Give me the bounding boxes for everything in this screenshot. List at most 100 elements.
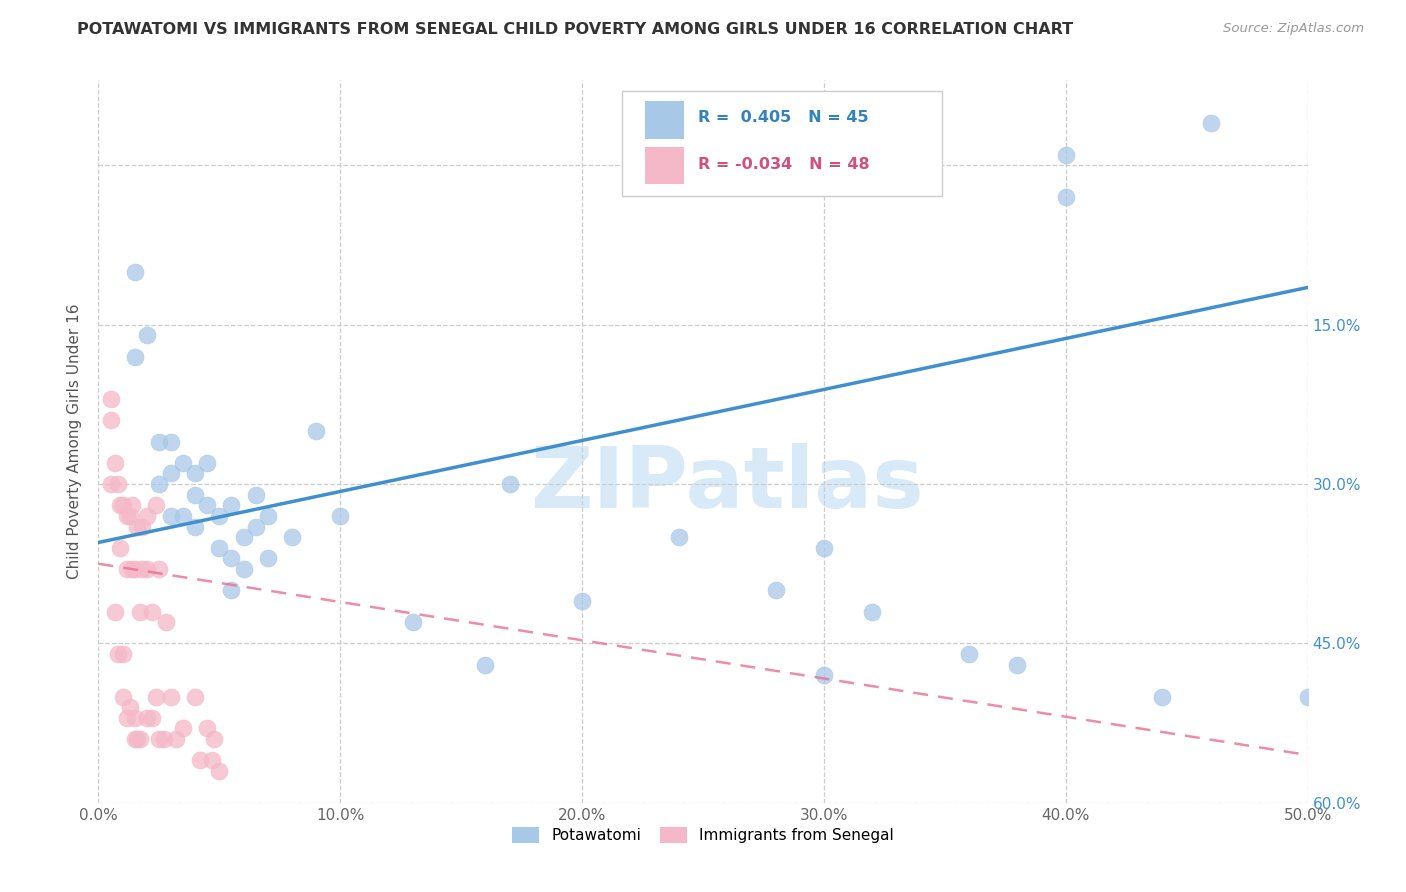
- Point: [172, 456, 194, 470]
- Point: [208, 508, 231, 523]
- Point: [256, 551, 278, 566]
- Point: [165, 732, 187, 747]
- Bar: [645, 147, 683, 185]
- Bar: [645, 101, 683, 138]
- Point: [172, 508, 194, 523]
- Point: [111, 690, 134, 704]
- Point: [160, 690, 183, 704]
- Point: [184, 519, 207, 533]
- Point: [145, 690, 167, 704]
- Point: [201, 753, 224, 767]
- Point: [232, 562, 254, 576]
- FancyBboxPatch shape: [621, 91, 942, 196]
- Point: [813, 541, 835, 555]
- Point: [256, 508, 278, 523]
- Point: [131, 519, 153, 533]
- Point: [117, 508, 139, 523]
- Text: Source: ZipAtlas.com: Source: ZipAtlas.com: [1223, 22, 1364, 36]
- Point: [118, 700, 141, 714]
- Point: [1152, 690, 1174, 704]
- Point: [281, 530, 304, 544]
- Point: [148, 434, 170, 449]
- Point: [1296, 690, 1319, 704]
- Point: [184, 488, 207, 502]
- Point: [108, 541, 131, 555]
- Point: [668, 530, 690, 544]
- Point: [135, 328, 157, 343]
- Point: [107, 647, 129, 661]
- Point: [1199, 116, 1222, 130]
- Point: [245, 488, 267, 502]
- Point: [155, 615, 177, 630]
- Point: [145, 498, 167, 512]
- Point: [108, 498, 131, 512]
- Point: [160, 508, 183, 523]
- Text: R =  0.405   N = 45: R = 0.405 N = 45: [699, 110, 869, 125]
- Point: [221, 498, 243, 512]
- Point: [124, 732, 146, 747]
- Point: [208, 541, 231, 555]
- Point: [208, 764, 231, 778]
- Point: [148, 732, 170, 747]
- Point: [195, 722, 218, 736]
- Point: [1054, 190, 1077, 204]
- Point: [111, 498, 134, 512]
- Point: [402, 615, 425, 630]
- Point: [104, 605, 127, 619]
- Point: [305, 424, 328, 438]
- Legend: Potawatomi, Immigrants from Senegal: Potawatomi, Immigrants from Senegal: [506, 822, 900, 849]
- Point: [204, 732, 226, 747]
- Point: [135, 508, 157, 523]
- Point: [124, 264, 146, 278]
- Point: [184, 690, 207, 704]
- Point: [195, 498, 218, 512]
- Point: [141, 605, 163, 619]
- Point: [121, 562, 143, 576]
- Point: [160, 434, 183, 449]
- Point: [128, 732, 150, 747]
- Point: [100, 413, 122, 427]
- Point: [131, 562, 153, 576]
- Point: [128, 605, 150, 619]
- Y-axis label: Child Poverty Among Girls Under 16: Child Poverty Among Girls Under 16: [67, 304, 83, 579]
- Point: [221, 583, 243, 598]
- Point: [117, 711, 139, 725]
- Point: [100, 392, 122, 406]
- Point: [188, 753, 211, 767]
- Text: R = -0.034   N = 48: R = -0.034 N = 48: [699, 158, 870, 172]
- Point: [232, 530, 254, 544]
- Text: ZIPatlas: ZIPatlas: [530, 443, 924, 526]
- Point: [141, 711, 163, 725]
- Point: [124, 711, 146, 725]
- Point: [135, 562, 157, 576]
- Point: [160, 467, 183, 481]
- Point: [148, 477, 170, 491]
- Point: [957, 647, 980, 661]
- Point: [127, 519, 149, 533]
- Point: [813, 668, 835, 682]
- Point: [329, 508, 352, 523]
- Point: [121, 498, 143, 512]
- Point: [118, 508, 141, 523]
- Point: [152, 732, 174, 747]
- Point: [107, 477, 129, 491]
- Point: [127, 732, 149, 747]
- Point: [111, 647, 134, 661]
- Point: [104, 456, 127, 470]
- Point: [124, 350, 146, 364]
- Point: [172, 722, 194, 736]
- Point: [245, 519, 267, 533]
- Point: [571, 594, 593, 608]
- Point: [221, 551, 243, 566]
- Point: [100, 477, 122, 491]
- Point: [135, 711, 157, 725]
- Point: [860, 605, 883, 619]
- Point: [474, 657, 496, 672]
- Text: POTAWATOMI VS IMMIGRANTS FROM SENEGAL CHILD POVERTY AMONG GIRLS UNDER 16 CORRELA: POTAWATOMI VS IMMIGRANTS FROM SENEGAL CH…: [77, 22, 1073, 37]
- Point: [124, 562, 146, 576]
- Point: [195, 456, 218, 470]
- Point: [765, 583, 787, 598]
- Point: [1054, 147, 1077, 161]
- Point: [184, 467, 207, 481]
- Point: [498, 477, 520, 491]
